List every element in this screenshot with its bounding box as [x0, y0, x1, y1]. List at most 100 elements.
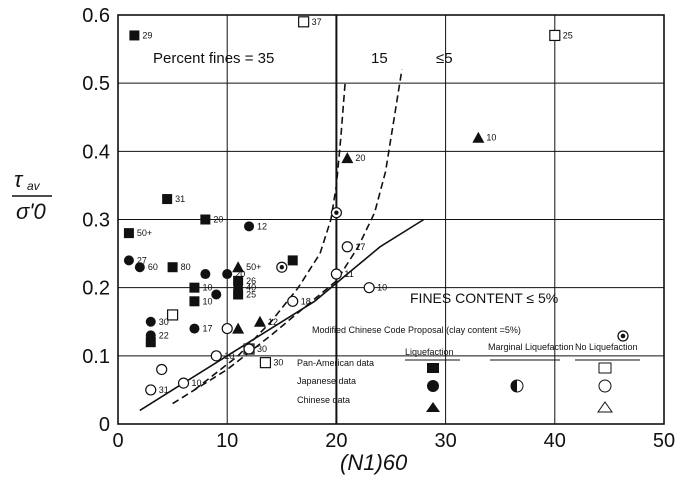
marker-circle-open: [287, 295, 299, 307]
point-label: 31: [175, 194, 185, 204]
legend-circle-filled: [427, 380, 439, 392]
x-tick-label: 30: [434, 430, 456, 452]
marker-circle-filled: [145, 316, 156, 327]
legend-col-none: No Liquefaction: [575, 342, 638, 352]
fines-curve-15: [172, 69, 403, 405]
point-label: 30: [159, 317, 169, 327]
x-tick-label: 20: [325, 430, 347, 452]
marker-square-open: [167, 309, 179, 321]
legend-row-japan: Japanese data: [297, 376, 356, 386]
y-axis-title-sub: av: [27, 179, 41, 193]
marker-circle-filled: [211, 289, 222, 300]
marker-proposal-inner: [334, 210, 339, 215]
marker-triangle-filled: [232, 322, 245, 334]
marker-triangle-filled: [253, 315, 266, 327]
marker-square-filled: [145, 337, 156, 348]
point-label: 10: [192, 378, 202, 388]
legend-row-china: Chinese data: [297, 395, 350, 405]
marker-square-filled: [200, 214, 211, 225]
marker-circle-open: [341, 241, 353, 253]
point-label: 10: [224, 351, 234, 361]
point-label: 20: [355, 153, 365, 163]
y-axis-title-num: τ: [14, 167, 24, 192]
point-label: 50+: [246, 262, 261, 272]
legend-col-liquefaction: Liquefaction: [405, 347, 454, 357]
marker-circle-open: [363, 282, 375, 294]
x-tick-label: 40: [544, 430, 566, 452]
legend: Liquefaction Marginal Liquefaction No Li…: [297, 342, 640, 413]
point-label: 12: [257, 221, 267, 231]
marker-circle-open: [243, 343, 255, 355]
fines-content-label: FINES CONTENT ≤ 5%: [410, 290, 558, 306]
percent-fines-label: Percent fines = 35: [153, 50, 274, 67]
marker-square-filled: [233, 289, 244, 300]
marker-square-filled: [189, 282, 200, 293]
point-label: 10: [377, 283, 387, 293]
marker-proposal-inner: [279, 265, 284, 270]
point-label: 10: [202, 296, 212, 306]
marker-square-open: [259, 357, 272, 369]
marker-circle-open: [145, 384, 157, 396]
marker-square-filled: [162, 194, 173, 205]
legend-triangle-filled: [426, 402, 440, 412]
point-label: 10: [202, 283, 212, 293]
marker-circle-open: [330, 268, 342, 280]
legend-circle-open: [598, 379, 612, 393]
point-label: 18: [301, 296, 311, 306]
point-label: 80: [181, 262, 191, 272]
marker-triangle-filled: [472, 131, 485, 143]
point-label: 20: [213, 215, 223, 225]
y-tick-label: 0.4: [82, 141, 110, 163]
x-tick-label: 50: [653, 430, 675, 452]
marker-circle-open: [210, 350, 222, 362]
fines-5-label: ≤5: [436, 50, 453, 67]
marker-circle-filled: [189, 323, 200, 334]
y-axis-title: τ av σ'0: [12, 167, 52, 224]
marker-square-filled: [167, 262, 178, 273]
point-label: 30: [257, 344, 267, 354]
fines-curve-35: [139, 218, 425, 412]
marker-circle-filled: [222, 269, 233, 280]
legend-square-open: [598, 362, 612, 374]
point-label: 37: [312, 17, 322, 27]
fines-15-label: 15: [371, 50, 388, 67]
data-points: 29312050+8010102625372530301227602040301…: [123, 16, 573, 396]
point-label: 60: [148, 262, 158, 272]
point-label: 27: [137, 255, 147, 265]
modified-code-label: Modified Chinese Code Proposal (clay con…: [312, 325, 521, 335]
marker-circle-open: [156, 363, 168, 376]
marker-circle-filled: [134, 262, 145, 273]
y-tick-label: 0.5: [82, 73, 110, 95]
legend-row-panam: Pan-American data: [297, 358, 374, 368]
marker-triangle-filled: [232, 261, 245, 273]
y-axis-title-den: σ'0: [16, 199, 46, 224]
y-tick-label: 0: [99, 414, 110, 436]
marker-circle-filled: [123, 255, 134, 266]
point-label: 22: [159, 330, 169, 340]
marker-circle-filled: [145, 330, 156, 341]
marker-triangle-filled: [341, 152, 354, 164]
point-label: 20: [235, 269, 245, 279]
point-label: 17: [355, 242, 365, 252]
point-label: 31: [159, 385, 169, 395]
marker-square-filled: [129, 30, 140, 41]
y-tick-label: 0.1: [82, 346, 110, 368]
x-axis-title: (N1)60: [340, 450, 408, 475]
point-label: 25: [246, 289, 256, 299]
point-label: 25: [563, 30, 573, 40]
marker-circle-open: [177, 377, 190, 389]
y-tick-label: 0.6: [82, 5, 110, 27]
x-tick-label: 0: [112, 430, 123, 452]
point-label: 40: [246, 283, 256, 293]
modified-code-marker: [617, 330, 629, 342]
marker-square-filled: [233, 275, 244, 286]
axis-ticks: 0 10 20 30 40 50 0 0.1 0.2 0.3 0.4 0.5 0.6: [82, 5, 675, 452]
point-label: 26: [246, 276, 256, 286]
x-tick-label: 10: [216, 430, 238, 452]
point-label: 30: [273, 358, 283, 368]
marker-circle-filled: [200, 269, 211, 280]
point-label: 50+: [137, 228, 152, 238]
legend-square-filled: [427, 363, 439, 373]
marker-square-open: [549, 29, 561, 42]
legend-triangle-open: [597, 401, 613, 413]
